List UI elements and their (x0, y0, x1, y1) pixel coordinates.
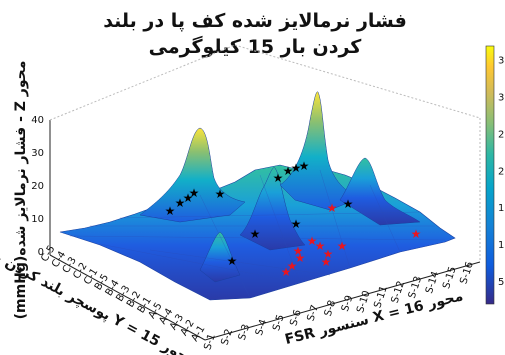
chart-title: فشار نرمالایز شده کف پا در بلند کردن بار… (103, 10, 407, 58)
x-tick-label: S-1 (202, 333, 218, 352)
black-star-marker: ★ (183, 191, 194, 205)
black-star-marker: ★ (343, 197, 354, 211)
z-axis-label: محور Z - فشار نرمالایز شده(mmHg) (13, 61, 29, 320)
colorbar-tick-labels: 5 10 15 20 25 30 35 (498, 56, 505, 288)
black-star-marker: ★ (215, 187, 226, 201)
x-tick-label: S-5 (271, 313, 287, 332)
surface-mesh (69, 169, 446, 299)
x-tick-label: S-15 (441, 265, 458, 290)
x-tick-labels: S-1 S-2 S-3 S-4 S-5 S-6 S-7 S-8 S-9 S-10 S-11 S-12 S… (202, 261, 476, 352)
colorbar-tick-label: 30 (498, 93, 505, 104)
surface-plot (59, 91, 456, 301)
red-star-marker: ★ (323, 247, 334, 261)
black-star-marker: ★ (165, 204, 176, 218)
x-tick-label: S-4 (254, 318, 270, 337)
colorbar-tick-label: 35 (498, 56, 505, 67)
x-tick-label: S-2 (220, 328, 236, 347)
black-star-marker: ★ (189, 186, 200, 200)
black-star-marker: ★ (291, 217, 302, 231)
red-star-marker: ★ (327, 201, 338, 215)
black-star-marker: ★ (273, 171, 284, 185)
black-star-marker: ★ (291, 161, 302, 175)
z-tick-label: 20 (31, 181, 44, 192)
x-tick-label: S-16 (458, 261, 475, 286)
colorbar-tick-label: 5 (498, 277, 504, 288)
red-star-marker: ★ (315, 239, 326, 253)
red-star-marker: ★ (411, 227, 422, 241)
marker-layer: ★★★★ ★★★ ★★★★★★★★★★★★★★★★★ (165, 159, 422, 279)
colorbar-tick-label: 20 (498, 166, 505, 177)
z-tick-label: 30 (31, 148, 44, 159)
z-tick-label: 40 (31, 115, 44, 126)
colorbar-tick-label: 10 (498, 240, 505, 251)
x-tick-label: S-14 (424, 270, 441, 295)
red-star-marker: ★ (287, 259, 298, 273)
x-tick-label: S-3 (237, 323, 253, 342)
x-tick-label: S-12 (390, 280, 407, 305)
black-star-marker: ★ (283, 164, 294, 178)
red-star-marker: ★ (293, 244, 304, 258)
colorbar-tick-label: 15 (498, 203, 505, 214)
red-star-marker: ★ (337, 239, 348, 253)
x-tick-label: S-7 (306, 304, 322, 323)
red-star-marker: ★ (295, 251, 306, 265)
surface-peak-right (279, 91, 361, 211)
x-tick-label: S-8 (323, 299, 339, 318)
black-star-marker: ★ (299, 159, 310, 173)
red-star-marker: ★ (307, 234, 318, 248)
black-star-marker: ★ (227, 254, 238, 268)
colorbar-tick-label: 25 (498, 129, 505, 140)
black-star-marker: ★ (250, 227, 261, 241)
colorbar (485, 45, 495, 305)
red-star-marker: ★ (321, 255, 332, 269)
surface-peak-left (139, 127, 246, 223)
z-tick-label: 10 (31, 214, 44, 225)
red-star-marker: ★ (281, 265, 292, 279)
x-tick-label: S-13 (407, 275, 424, 300)
surface-peak-shoulder (339, 157, 421, 226)
z-tick-label: 0 (38, 247, 44, 258)
axes-frame (49, 44, 481, 341)
x-tick-label: S-6 (288, 309, 304, 328)
black-star-marker: ★ (175, 196, 186, 210)
z-tick-labels: 0 10 20 30 40 (31, 115, 44, 258)
x-tick-label: S-9 (340, 294, 356, 313)
